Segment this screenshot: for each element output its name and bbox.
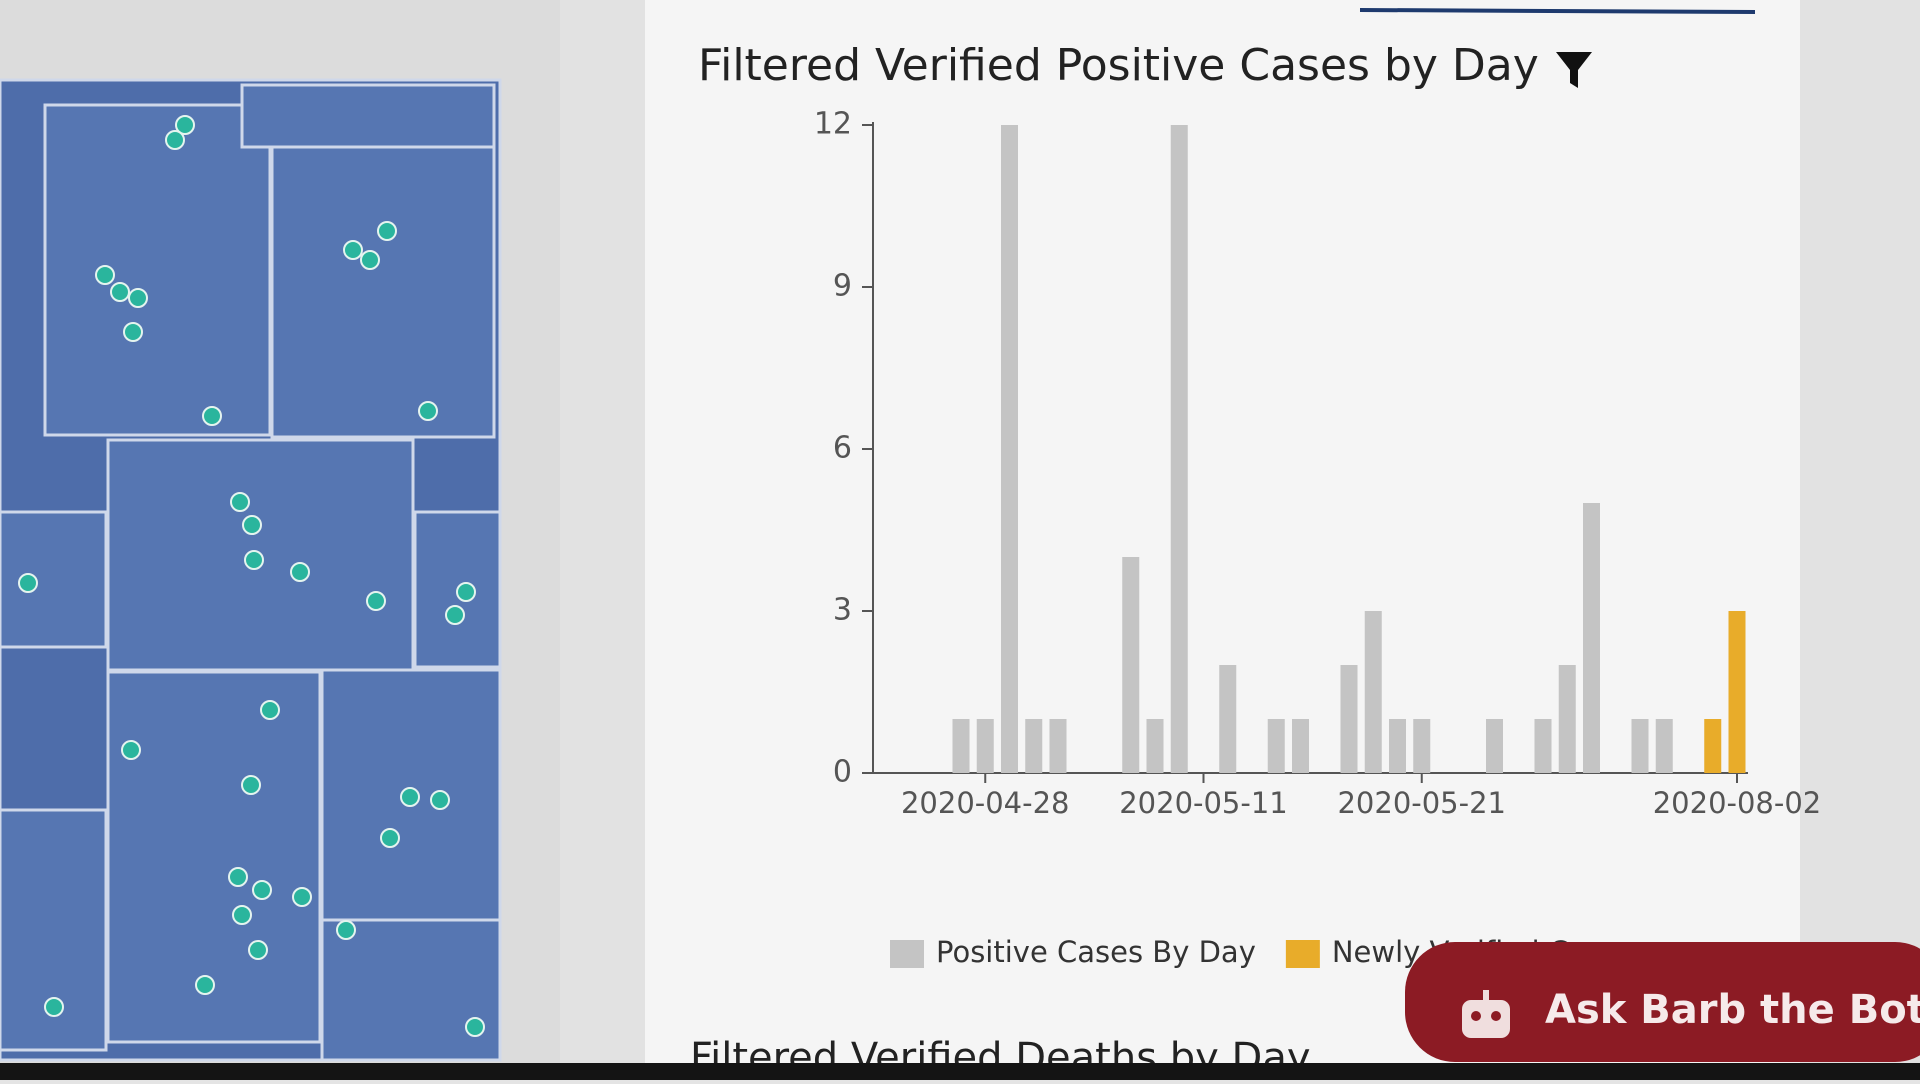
- bar: [1219, 665, 1237, 773]
- dot: [232, 905, 252, 925]
- case-dots: [18, 115, 485, 1037]
- dot: [360, 250, 380, 270]
- dot: [244, 550, 264, 570]
- county: [320, 918, 502, 1062]
- dot: [366, 591, 386, 611]
- dot: [248, 940, 268, 960]
- bar: [1001, 125, 1018, 773]
- bottom-bar: [0, 1063, 1920, 1080]
- legend-swatch: [890, 940, 924, 968]
- bar: [1146, 719, 1164, 773]
- bar: [1364, 611, 1382, 773]
- dot: [252, 880, 272, 900]
- chart-card: [645, 0, 1800, 1080]
- chat-button[interactable]: [1405, 942, 1920, 1062]
- dot: [110, 282, 130, 302]
- bar: [1583, 503, 1600, 773]
- bar: [1655, 719, 1673, 773]
- filter-icon[interactable]: [1556, 52, 1592, 88]
- dot: [445, 605, 465, 625]
- dot: [430, 790, 450, 810]
- legend-label: Positive Cases By Day: [936, 935, 1256, 969]
- bar: [1631, 719, 1649, 773]
- dot: [260, 700, 280, 720]
- bar: [1534, 719, 1552, 773]
- dot: [44, 997, 64, 1017]
- y-tick-label: 0: [833, 755, 852, 790]
- bar: [1267, 719, 1285, 773]
- bar: [1170, 125, 1188, 773]
- dot: [202, 406, 222, 426]
- y-tick-label: 9: [833, 269, 852, 304]
- dot: [228, 867, 248, 887]
- bot-head: [1462, 1000, 1510, 1038]
- bar: [1389, 719, 1406, 773]
- dot: [95, 265, 115, 285]
- y-tick-label: 6: [833, 431, 852, 466]
- dot: [195, 975, 215, 995]
- x-tick-label: 2020-05-11: [1119, 786, 1288, 820]
- chat-button-label[interactable]: Ask Barb the Bot: [1545, 987, 1920, 1033]
- bot-icon: [1462, 990, 1510, 1038]
- county: [240, 83, 496, 149]
- dot: [18, 573, 38, 593]
- dot: [465, 1017, 485, 1037]
- bar: [1704, 719, 1722, 773]
- x-tick-label: 2020-05-21: [1337, 786, 1506, 820]
- dot: [128, 288, 148, 308]
- y-tick-label: 12: [814, 107, 852, 142]
- bar: [1340, 665, 1358, 773]
- bar: [952, 719, 970, 773]
- county: [0, 510, 108, 649]
- bar: [1413, 719, 1431, 773]
- bot-eye: [1491, 1011, 1501, 1021]
- county: [106, 670, 322, 1044]
- bar: [1049, 719, 1067, 773]
- dot: [343, 240, 363, 260]
- dot: [380, 828, 400, 848]
- county: [270, 145, 496, 439]
- x-tick-label: 2020-08-02: [1653, 786, 1822, 820]
- bot-eye: [1471, 1011, 1481, 1021]
- dot: [123, 322, 143, 342]
- legend-swatch: [1285, 940, 1320, 968]
- x-tick-label: 2020-04-28: [901, 786, 1070, 820]
- card-border: [1359, 8, 1756, 14]
- dot: [242, 515, 262, 535]
- dot: [400, 787, 420, 807]
- dot: [175, 115, 195, 135]
- dot: [165, 130, 185, 150]
- bar: [976, 719, 994, 773]
- y-tick-label: 3: [833, 593, 852, 628]
- dot: [230, 492, 250, 512]
- chart-title: Filtered Verified Positive Cases by Day: [698, 40, 1539, 91]
- bar: [1025, 719, 1043, 773]
- bar: [1122, 557, 1140, 773]
- dot: [121, 740, 141, 760]
- dot: [290, 562, 310, 582]
- bar: [1728, 611, 1746, 773]
- county: [43, 103, 272, 437]
- dot: [418, 401, 438, 421]
- dot: [377, 221, 397, 241]
- bar: [1486, 719, 1503, 773]
- dot: [292, 887, 312, 907]
- bot-antenna: [1483, 990, 1489, 1000]
- dot: [241, 775, 261, 795]
- bar: [1292, 719, 1309, 773]
- dot: [336, 920, 356, 940]
- dot: [456, 582, 476, 602]
- bar: [1558, 665, 1576, 773]
